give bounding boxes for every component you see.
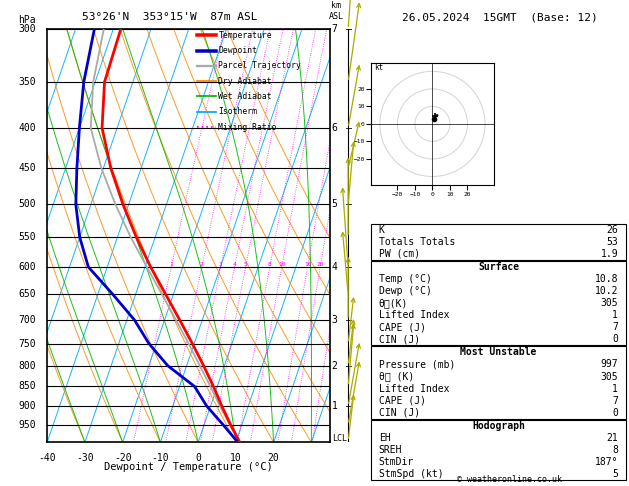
Text: 3: 3 — [219, 262, 223, 267]
Text: θᴄ (K): θᴄ (K) — [379, 371, 414, 382]
Text: Hodograph: Hodograph — [472, 421, 525, 431]
Text: 16: 16 — [304, 262, 311, 267]
Text: 26: 26 — [606, 225, 618, 235]
Text: 53°26'N  353°15'W  87m ASL: 53°26'N 353°15'W 87m ASL — [82, 12, 258, 22]
Text: Most Unstable: Most Unstable — [460, 347, 537, 357]
Text: Wet Adiabat: Wet Adiabat — [218, 92, 272, 101]
Text: 5: 5 — [244, 262, 247, 267]
Text: 1: 1 — [331, 401, 338, 411]
Text: Dry Adiabat: Dry Adiabat — [218, 77, 272, 86]
Text: kt: kt — [375, 63, 384, 71]
Text: 7: 7 — [613, 396, 618, 406]
Text: 4: 4 — [233, 262, 237, 267]
Text: -40: -40 — [38, 452, 56, 463]
Text: Lifted Index: Lifted Index — [379, 310, 449, 320]
Text: 5: 5 — [331, 199, 338, 209]
Text: 350: 350 — [18, 77, 36, 87]
Text: 0: 0 — [613, 408, 618, 417]
Bar — [371, 261, 626, 345]
Text: 20: 20 — [268, 452, 279, 463]
Text: Parcel Trajectory: Parcel Trajectory — [218, 61, 301, 70]
Text: 650: 650 — [18, 290, 36, 299]
Text: 900: 900 — [18, 401, 36, 411]
Text: -30: -30 — [76, 452, 94, 463]
Text: 26.05.2024  15GMT  (Base: 12): 26.05.2024 15GMT (Base: 12) — [402, 12, 598, 22]
Text: 1: 1 — [613, 310, 618, 320]
Bar — [371, 420, 626, 480]
Text: Totals Totals: Totals Totals — [379, 237, 455, 246]
Text: CIN (J): CIN (J) — [379, 408, 420, 417]
Text: StmSpd (kt): StmSpd (kt) — [379, 469, 443, 479]
Text: StmDir: StmDir — [379, 457, 414, 467]
Text: 1: 1 — [613, 383, 618, 394]
Text: 8: 8 — [268, 262, 272, 267]
Text: 305: 305 — [601, 298, 618, 308]
Bar — [371, 347, 626, 418]
Text: km
ASL: km ASL — [328, 1, 343, 21]
Text: 5: 5 — [613, 469, 618, 479]
Text: 187°: 187° — [594, 457, 618, 467]
Text: 7: 7 — [613, 322, 618, 332]
Text: Isotherm: Isotherm — [218, 107, 257, 116]
Text: Surface: Surface — [478, 262, 519, 272]
Text: 21: 21 — [606, 433, 618, 443]
Text: 1.9: 1.9 — [601, 249, 618, 259]
Text: 10: 10 — [278, 262, 286, 267]
Text: -10: -10 — [152, 452, 169, 463]
Text: CAPE (J): CAPE (J) — [379, 322, 426, 332]
Text: 8: 8 — [613, 445, 618, 455]
Text: 0: 0 — [195, 452, 201, 463]
Text: 0: 0 — [613, 334, 618, 344]
Text: 950: 950 — [18, 419, 36, 430]
Text: 800: 800 — [18, 361, 36, 371]
Text: SREH: SREH — [379, 445, 403, 455]
X-axis label: Dewpoint / Temperature (°C): Dewpoint / Temperature (°C) — [104, 462, 273, 472]
Text: 2: 2 — [200, 262, 204, 267]
Text: 400: 400 — [18, 123, 36, 133]
Text: K: K — [379, 225, 384, 235]
Text: EH: EH — [379, 433, 391, 443]
Text: 750: 750 — [18, 339, 36, 348]
Text: CAPE (J): CAPE (J) — [379, 396, 426, 406]
Text: 550: 550 — [18, 232, 36, 242]
Text: Temp (°C): Temp (°C) — [379, 274, 431, 284]
Text: 10.8: 10.8 — [594, 274, 618, 284]
Text: 1: 1 — [169, 262, 173, 267]
Text: 53: 53 — [606, 237, 618, 246]
Text: Lifted Index: Lifted Index — [379, 383, 449, 394]
Bar — [371, 224, 626, 260]
Text: 997: 997 — [601, 360, 618, 369]
Text: 3: 3 — [331, 315, 338, 325]
Text: 4: 4 — [331, 262, 338, 272]
Text: 850: 850 — [18, 382, 36, 392]
Text: 450: 450 — [18, 163, 36, 174]
Text: 7: 7 — [331, 24, 338, 34]
Text: LCL: LCL — [331, 434, 347, 443]
Text: Pressure (mb): Pressure (mb) — [379, 360, 455, 369]
Text: 300: 300 — [18, 24, 36, 34]
Text: -20: -20 — [114, 452, 131, 463]
Text: 700: 700 — [18, 315, 36, 325]
Text: 6: 6 — [331, 123, 338, 133]
Text: 2: 2 — [331, 361, 338, 371]
Text: 500: 500 — [18, 199, 36, 209]
Text: hPa: hPa — [18, 15, 36, 25]
Text: θᴄ(K): θᴄ(K) — [379, 298, 408, 308]
Text: CIN (J): CIN (J) — [379, 334, 420, 344]
Text: 600: 600 — [18, 262, 36, 272]
Text: Dewpoint: Dewpoint — [218, 46, 257, 55]
Text: 10: 10 — [230, 452, 242, 463]
Text: 305: 305 — [601, 371, 618, 382]
Text: 10.2: 10.2 — [594, 286, 618, 296]
Text: Temperature: Temperature — [218, 31, 272, 40]
Text: PW (cm): PW (cm) — [379, 249, 420, 259]
Text: Mixing Ratio: Mixing Ratio — [218, 122, 277, 132]
Text: © weatheronline.co.uk: © weatheronline.co.uk — [457, 474, 562, 484]
Text: 20: 20 — [316, 262, 324, 267]
Text: Dewp (°C): Dewp (°C) — [379, 286, 431, 296]
